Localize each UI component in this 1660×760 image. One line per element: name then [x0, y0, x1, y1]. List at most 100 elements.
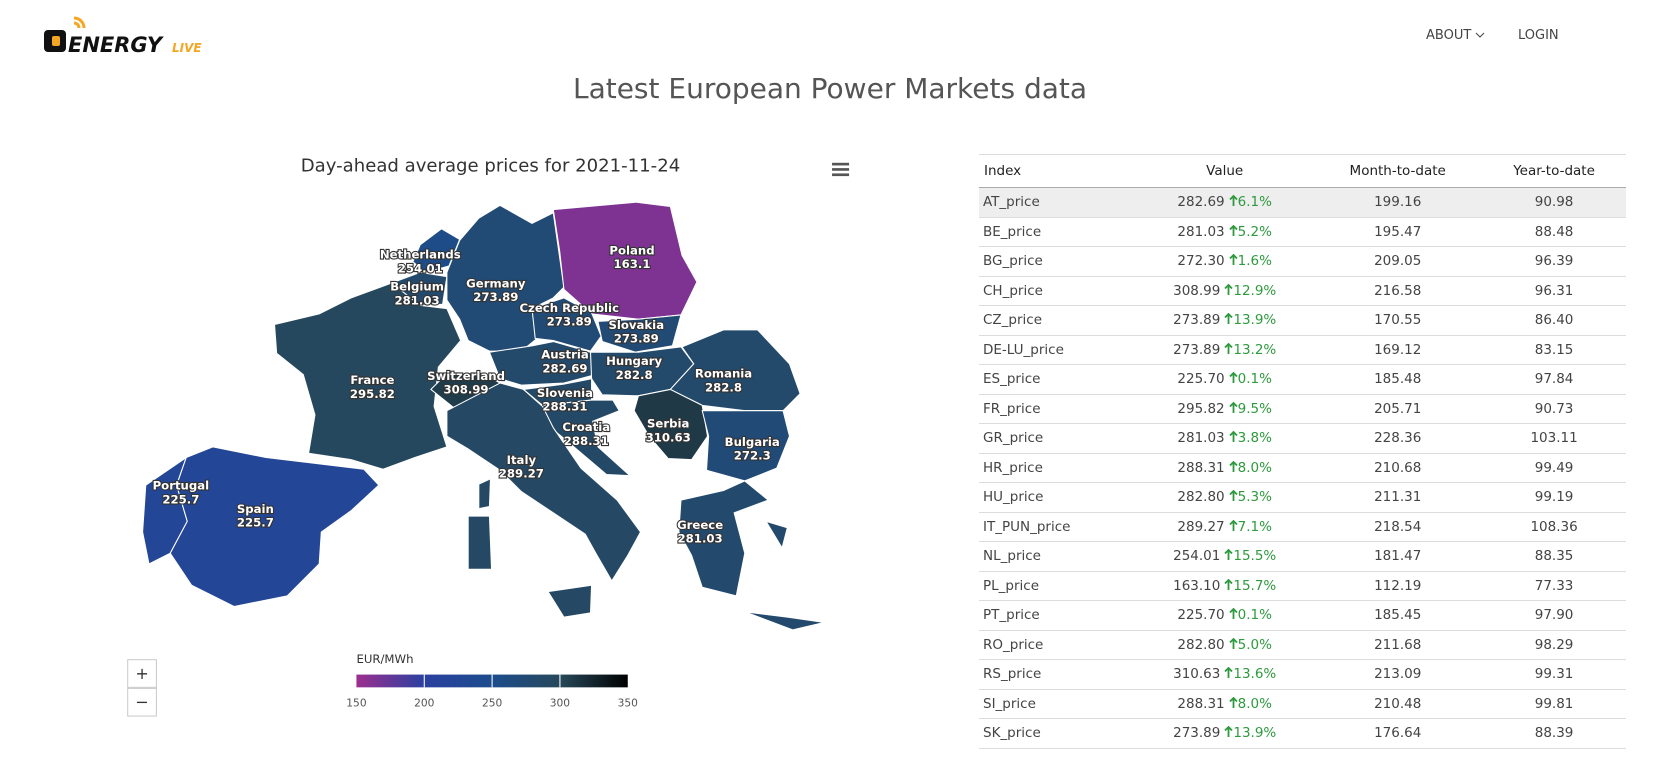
table-row: PT_price 225.70 0.1% 185.45 97.90 [979, 600, 1626, 631]
logo[interactable]: ENERGY LIVE [44, 16, 202, 57]
change-text: 13.6% [1233, 666, 1277, 683]
mtd-cell: 170.55 [1313, 305, 1483, 336]
table-row: PL_price 163.10 15.7% 112.19 77.33 [979, 571, 1626, 601]
change-text: 3.8% [1237, 430, 1272, 447]
ytd-cell: 77.33 [1482, 571, 1626, 601]
change-text: 13.2% [1233, 341, 1277, 358]
change-text: 7.1% [1237, 518, 1272, 535]
page-title: Latest European Power Markets data [572, 72, 1088, 105]
column-header[interactable]: Index [979, 154, 1137, 188]
value-cell: 282.69 6.1% [1136, 187, 1314, 218]
up-arrow [1229, 430, 1238, 443]
value: 288.31 [1177, 459, 1225, 476]
country-region[interactable] [744, 611, 825, 631]
zoom-in[interactable] [127, 659, 157, 688]
table-row: CH_price 308.99 12.9% 216.58 96.31 [979, 276, 1626, 306]
value: 272.30 [1177, 253, 1225, 270]
nav-about-label[interactable]: ABOUT [1426, 28, 1472, 43]
column-header[interactable]: Year-to-date [1482, 154, 1626, 188]
country-region[interactable] [531, 297, 602, 352]
value-cell: 272.30 1.6% [1136, 246, 1314, 277]
change-text: 8.0% [1237, 695, 1272, 712]
table-row: FR_price 295.82 9.5% 205.71 90.73 [979, 394, 1626, 424]
country-region[interactable] [446, 382, 642, 582]
change: 3.8% [1229, 430, 1272, 446]
country-region[interactable] [478, 477, 492, 510]
up-arrow [1229, 401, 1238, 413]
country-region[interactable] [169, 446, 380, 608]
change-text: 13.9% [1233, 725, 1277, 742]
value-cell: 273.89 13.9% [1136, 305, 1314, 336]
zoom-out-label[interactable]: − [135, 693, 148, 712]
index-cell: ES_price [979, 364, 1137, 395]
nav-about[interactable]: ABOUT [1426, 28, 1485, 43]
table-row: BG_price 272.30 1.6% 209.05 96.39 [979, 246, 1626, 277]
table-row: DE-LU_price 273.89 13.2% 169.12 83.15 [979, 335, 1626, 365]
value: 281.03 [1177, 430, 1225, 447]
country-region[interactable] [547, 584, 593, 618]
up-arrow [1229, 460, 1238, 472]
mtd-cell: 213.09 [1313, 659, 1483, 690]
country-name: Austria [541, 348, 589, 362]
country-name: Croatia [562, 420, 610, 434]
country-value: 282.8 [705, 381, 742, 395]
table-row: RO_price 282.80 5.0% 211.68 98.29 [979, 630, 1626, 660]
country-region[interactable] [678, 480, 770, 597]
column-header[interactable]: Month-to-date [1313, 154, 1483, 188]
change: 7.1% [1229, 519, 1272, 535]
mtd-cell: 195.47 [1313, 217, 1483, 247]
value-cell: 288.31 8.0% [1136, 689, 1314, 719]
up-arrow [1229, 224, 1238, 236]
country-region[interactable] [467, 515, 493, 570]
legend-tick-label: 300 [550, 696, 571, 709]
value-cell: 310.63 13.6% [1136, 659, 1314, 690]
value: 273.89 [1173, 725, 1221, 742]
value: 310.63 [1173, 666, 1221, 683]
change: 5.2% [1229, 224, 1272, 240]
value: 308.99 [1173, 282, 1221, 299]
change-text: 15.5% [1233, 548, 1277, 565]
country-value: 254.01 [398, 261, 443, 275]
ytd-cell: 83.15 [1482, 335, 1626, 365]
map: Day-ahead average prices for 2021-11-24 … [127, 155, 850, 717]
country-region[interactable] [597, 314, 682, 353]
column-header[interactable]: Value [1136, 154, 1314, 188]
prices-table: Index Value Month-to-date Year-to-date AT_pr… [979, 154, 1626, 749]
change: 5.0% [1229, 637, 1272, 653]
ytd-cell: 96.31 [1482, 276, 1626, 306]
change-text: 0.1% [1237, 371, 1272, 388]
value: 282.80 [1177, 636, 1225, 653]
logo-accent: LIVE [172, 41, 202, 55]
change-text: 8.0% [1237, 459, 1272, 476]
legend-tick-label: 150 [346, 696, 367, 709]
mtd-cell: 211.68 [1313, 630, 1483, 660]
country-region[interactable] [764, 520, 789, 550]
chevron [1476, 32, 1485, 38]
ytd-cell: 97.84 [1482, 364, 1626, 395]
table-row: NL_price 254.01 15.5% 181.47 88.35 [979, 541, 1626, 572]
value: 163.10 [1173, 577, 1221, 594]
country-region[interactable] [701, 410, 791, 482]
country-region[interactable] [522, 378, 593, 406]
ytd-cell: 99.31 [1482, 659, 1626, 690]
country-value: 308.99 [443, 383, 488, 397]
change: 6.1% [1229, 194, 1272, 210]
mtd-cell: 199.16 [1313, 187, 1483, 218]
zoom-out[interactable] [127, 687, 157, 717]
value-cell: 282.80 5.3% [1136, 482, 1314, 513]
index-cell: SI_price [979, 689, 1137, 719]
value: 225.70 [1177, 607, 1225, 624]
ytd-cell: 98.29 [1482, 630, 1626, 660]
table-row: SK_price 273.89 13.9% 176.64 88.39 [979, 718, 1626, 749]
menu-icon[interactable] [832, 162, 850, 177]
country-name: Bulgaria [725, 435, 780, 449]
table-row: ES_price 225.70 0.1% 185.48 97.84 [979, 364, 1626, 395]
index-cell: BE_price [979, 217, 1137, 247]
zoom-in-label[interactable]: + [135, 664, 148, 683]
index-cell: AT_price [979, 187, 1137, 218]
country-region[interactable] [273, 282, 462, 470]
nav-login[interactable]: LOGIN [1518, 28, 1559, 43]
country-region[interactable] [633, 388, 709, 461]
ytd-cell: 90.73 [1482, 394, 1626, 424]
